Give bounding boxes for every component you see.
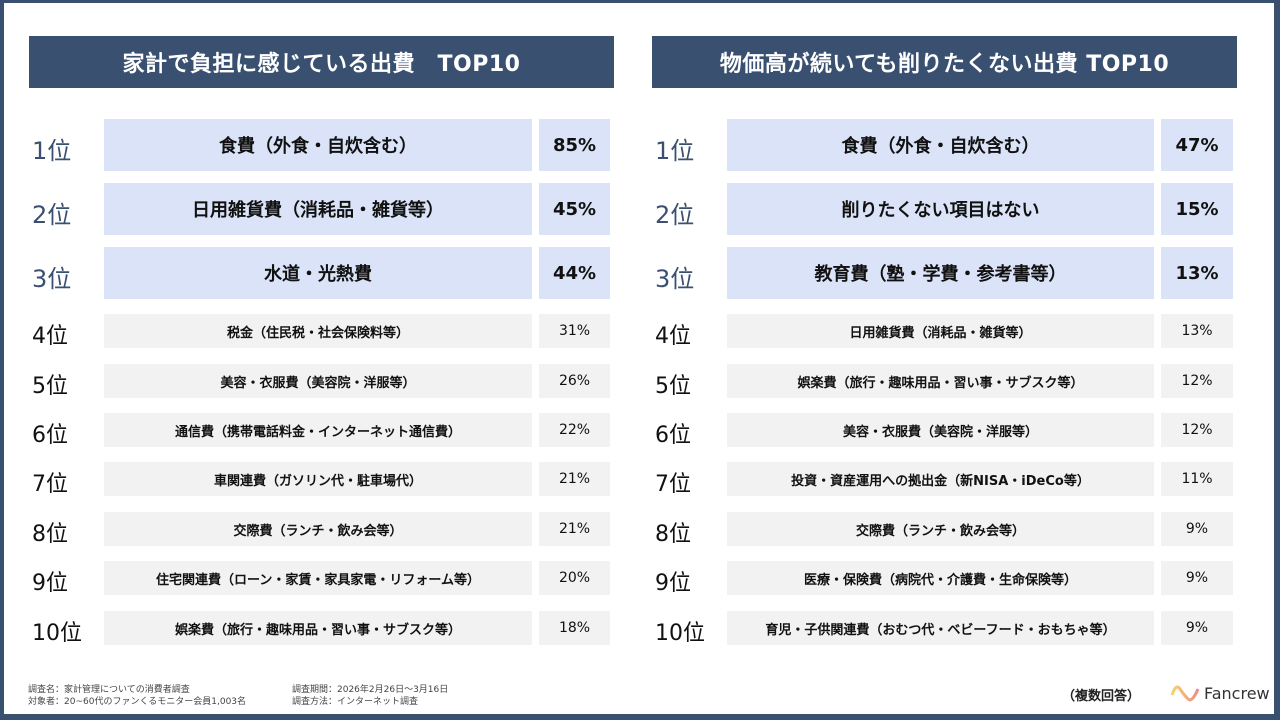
- item-label: 税金（住民税・社会保険料等）: [104, 314, 532, 348]
- item-percentage: 85%: [539, 119, 610, 171]
- item-percentage: 9%: [1161, 611, 1233, 645]
- item-percentage: 11%: [1161, 462, 1233, 496]
- item-label: 教育費（塾・学費・参考書等）: [727, 247, 1154, 299]
- survey-period: 調査期間：2026年2月26日～3月16日: [292, 685, 449, 695]
- survey-target: 対象者：20~60代のファンくるモニター会員1,003名: [28, 697, 247, 707]
- item-label: 交際費（ランチ・飲み会等）: [104, 512, 532, 546]
- item-label: 水道・光熱費: [104, 247, 532, 299]
- item-percentage: 21%: [539, 512, 610, 546]
- item-label: 投資・資産運用への拠出金（新NISA・iDeCo等）: [727, 462, 1154, 496]
- rank-label: 1位: [32, 137, 72, 165]
- item-label: 娯楽費（旅行・趣味用品・習い事・サブスク等）: [727, 364, 1154, 398]
- item-percentage: 26%: [539, 364, 610, 398]
- item-label: 削りたくない項目はない: [727, 183, 1154, 235]
- rank-label: 6位: [32, 423, 68, 448]
- rank-label: 5位: [32, 374, 68, 399]
- survey-method: 調査方法：インターネット調査: [292, 697, 419, 707]
- item-label: 育児・子供関連費（おむつ代・ベビーフード・おもちゃ等）: [727, 611, 1154, 645]
- item-label: 娯楽費（旅行・趣味用品・習い事・サブスク等）: [104, 611, 532, 645]
- item-label: 美容・衣服費（美容院・洋服等）: [727, 413, 1154, 447]
- item-label: 食費（外食・自炊含む）: [104, 119, 532, 171]
- item-label: 住宅関連費（ローン・家賃・家具家電・リフォーム等）: [104, 561, 532, 595]
- item-percentage: 21%: [539, 462, 610, 496]
- rank-label: 3位: [32, 265, 72, 293]
- survey-info-right: 調査期間：2026年2月26日～3月16日 調査方法：インターネット調査: [292, 684, 448, 708]
- rank-label: 3位: [655, 265, 695, 293]
- rank-label: 8位: [32, 522, 68, 547]
- item-percentage: 12%: [1161, 413, 1233, 447]
- item-label: 交際費（ランチ・飲み会等）: [727, 512, 1154, 546]
- item-label: 美容・衣服費（美容院・洋服等）: [104, 364, 532, 398]
- item-percentage: 13%: [1161, 314, 1233, 348]
- rank-label: 7位: [655, 472, 691, 497]
- item-percentage: 47%: [1161, 119, 1233, 171]
- item-percentage: 15%: [1161, 183, 1233, 235]
- item-percentage: 22%: [539, 413, 610, 447]
- item-label: 通信費（携帯電話料金・インターネット通信費）: [104, 413, 532, 447]
- rank-label: 9位: [655, 571, 691, 596]
- item-label: 医療・保険費（病院代・介護費・生命保険等）: [727, 561, 1154, 595]
- multiple-answer-note: （複数回答）: [1062, 689, 1141, 704]
- rank-label: 10位: [32, 621, 82, 646]
- item-percentage: 45%: [539, 183, 610, 235]
- survey-info-left: 調査名：家計管理についての消費者調査 対象者：20~60代のファンくるモニター会…: [28, 684, 246, 708]
- item-percentage: 44%: [539, 247, 610, 299]
- item-label: 車関連費（ガソリン代・駐車場代）: [104, 462, 532, 496]
- slide: 家計で負担に感じている出費 TOP10 1位 食費（外食・自炊含む） 85% 2位 日用…: [4, 3, 1274, 714]
- rank-label: 4位: [32, 324, 68, 349]
- rank-label: 2位: [655, 201, 695, 229]
- item-percentage: 31%: [539, 314, 610, 348]
- item-label: 日用雑貨費（消耗品・雑貨等）: [104, 183, 532, 235]
- rank-label: 10位: [655, 621, 705, 646]
- item-percentage: 20%: [539, 561, 610, 595]
- right-title: 物価高が続いても削りたくない出費 TOP10: [652, 36, 1237, 88]
- rank-label: 8位: [655, 522, 691, 547]
- item-percentage: 9%: [1161, 512, 1233, 546]
- item-percentage: 9%: [1161, 561, 1233, 595]
- item-percentage: 13%: [1161, 247, 1233, 299]
- brand-name: Fancrew: [1204, 683, 1270, 703]
- rank-label: 7位: [32, 472, 68, 497]
- rank-label: 4位: [655, 324, 691, 349]
- survey-name: 調査名：家計管理についての消費者調査: [28, 685, 190, 695]
- rank-label: 5位: [655, 374, 691, 399]
- item-percentage: 12%: [1161, 364, 1233, 398]
- rank-label: 2位: [32, 201, 72, 229]
- rank-label: 6位: [655, 423, 691, 448]
- item-percentage: 18%: [539, 611, 610, 645]
- fancrew-wave-icon: [1170, 685, 1200, 702]
- rank-label: 1位: [655, 137, 695, 165]
- fancrew-logo: Fancrew: [1170, 681, 1270, 705]
- rank-label: 9位: [32, 571, 68, 596]
- left-title: 家計で負担に感じている出費 TOP10: [29, 36, 614, 88]
- item-label: 食費（外食・自炊含む）: [727, 119, 1154, 171]
- item-label: 日用雑貨費（消耗品・雑貨等）: [727, 314, 1154, 348]
